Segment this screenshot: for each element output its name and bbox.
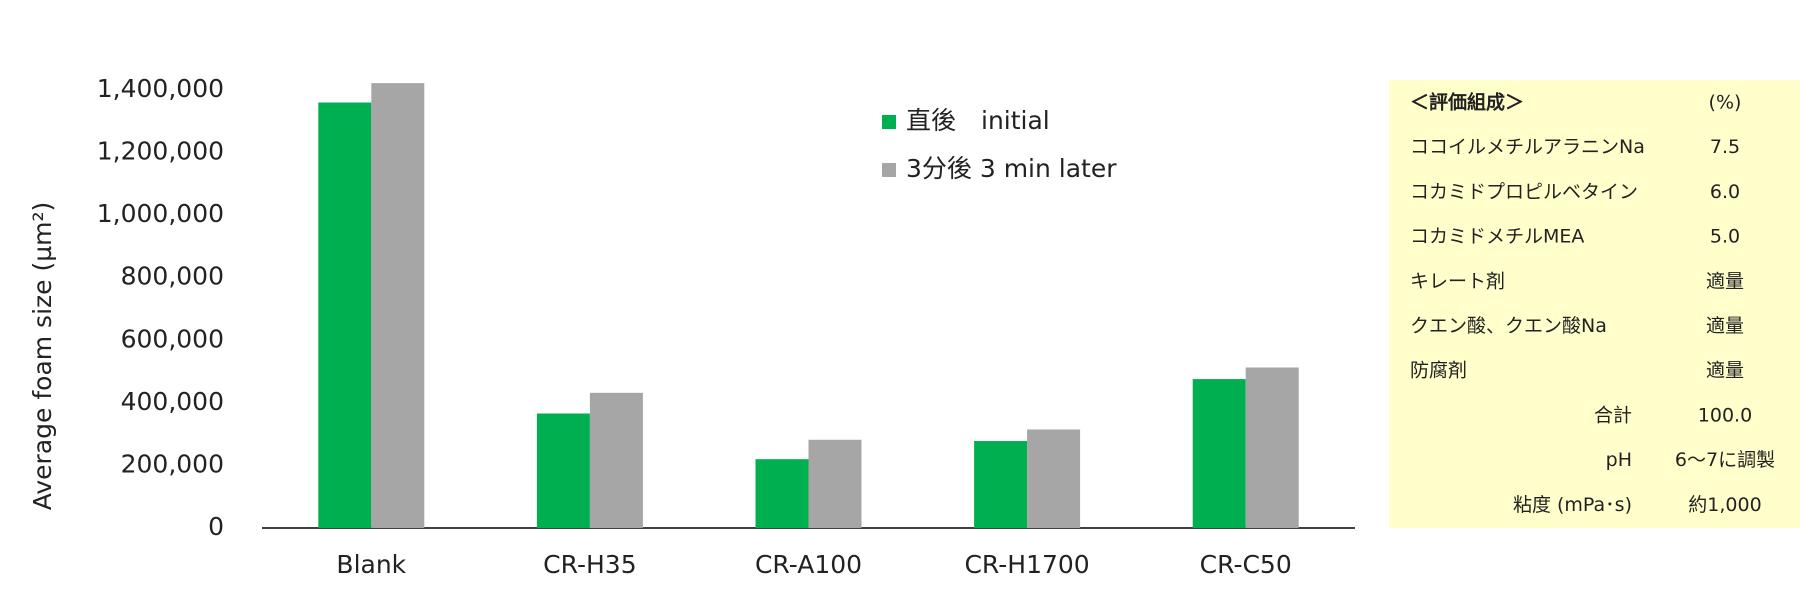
y-tick-label: 200,000 bbox=[121, 449, 224, 478]
legend-swatch bbox=[882, 163, 896, 177]
table-cell: 適量 bbox=[1706, 315, 1744, 337]
y-tick-label: 800,000 bbox=[121, 262, 224, 291]
y-tick-label: 400,000 bbox=[121, 387, 224, 416]
y-tick-label: 1,200,000 bbox=[97, 137, 224, 166]
table-cell: 約1,000 bbox=[1688, 494, 1761, 516]
table-cell: コカミドプロピルベタイン bbox=[1410, 181, 1638, 203]
table-cell: 5.0 bbox=[1710, 226, 1740, 248]
bar bbox=[974, 441, 1028, 528]
legend-label: 直後 initial bbox=[906, 106, 1050, 135]
y-axis-title: Average foam size (µm²) bbox=[28, 202, 57, 511]
table-cell: (%) bbox=[1709, 92, 1742, 114]
x-tick-label: CR-C50 bbox=[1200, 550, 1292, 579]
table-cell: 6～7に調製 bbox=[1675, 449, 1775, 471]
table-cell: 防腐剤 bbox=[1410, 360, 1467, 382]
bar bbox=[589, 392, 643, 528]
table-cell: 適量 bbox=[1706, 360, 1744, 382]
table-cell: キレート剤 bbox=[1410, 270, 1505, 292]
table-cell: 合計 bbox=[1594, 404, 1632, 426]
x-tick-label: CR-H35 bbox=[543, 550, 636, 579]
x-tick-label: Blank bbox=[336, 550, 406, 579]
bar bbox=[318, 102, 372, 528]
y-tick-label: 1,000,000 bbox=[97, 199, 224, 228]
bar bbox=[1245, 367, 1299, 528]
bar bbox=[371, 83, 425, 529]
bar bbox=[1027, 429, 1081, 528]
bar bbox=[536, 413, 590, 528]
table-cell: コカミドメチルMEA bbox=[1410, 226, 1584, 248]
bar bbox=[755, 459, 809, 528]
table-cell: 適量 bbox=[1706, 270, 1744, 292]
table-cell: ＜評価組成＞ bbox=[1410, 91, 1524, 114]
composition-panel bbox=[1389, 80, 1800, 528]
x-tick-label: CR-A100 bbox=[755, 550, 862, 579]
table-cell: 6.0 bbox=[1710, 181, 1740, 203]
legend-label: 3分後 3 min later bbox=[906, 154, 1117, 183]
y-tick-label: 0 bbox=[208, 512, 224, 541]
table-cell: 粘度 (mPa･s) bbox=[1513, 494, 1632, 516]
x-tick-label: CR-H1700 bbox=[964, 550, 1089, 579]
bar bbox=[808, 439, 862, 528]
legend-swatch bbox=[882, 115, 896, 129]
table-cell: ココイルメチルアラニンNa bbox=[1410, 136, 1645, 158]
table-cell: クエン酸、クエン酸Na bbox=[1410, 315, 1607, 337]
table-cell: 100.0 bbox=[1698, 404, 1752, 426]
bar bbox=[1192, 379, 1246, 528]
y-tick-label: 600,000 bbox=[121, 324, 224, 353]
table-cell: pH bbox=[1606, 449, 1632, 471]
table-cell: 7.5 bbox=[1710, 136, 1740, 158]
y-tick-label: 1,400,000 bbox=[97, 74, 224, 103]
